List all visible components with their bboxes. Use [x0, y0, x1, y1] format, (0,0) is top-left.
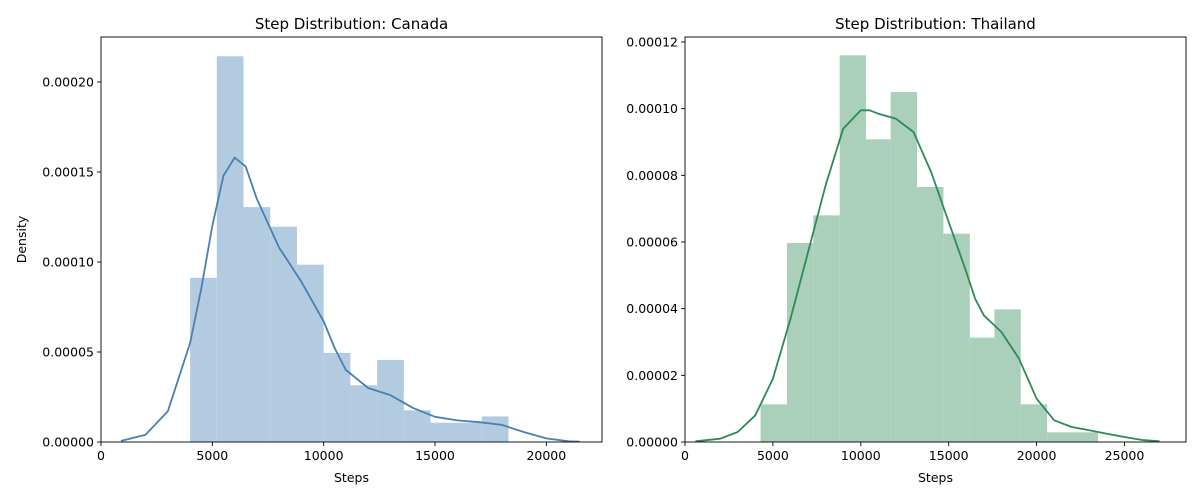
y-tick-label: 0.00015: [42, 165, 94, 180]
histogram-bar: [813, 215, 840, 442]
kde-line: [695, 109, 1160, 443]
x-tick-label: 0: [681, 448, 689, 463]
y-tick-label: 0.00020: [42, 75, 94, 90]
histogram-bar: [839, 55, 867, 442]
y-tick-label: 0.00002: [626, 368, 678, 383]
histogram-bar: [866, 139, 891, 443]
x-tick-label: 15000: [415, 448, 455, 463]
histogram-bar: [323, 352, 351, 442]
y-tick-label: 0.00000: [42, 435, 94, 450]
histogram-bar: [786, 243, 814, 442]
histogram-bar: [190, 277, 217, 442]
y-tick-label: 0.00008: [626, 168, 678, 183]
x-tick-label: 5000: [757, 448, 789, 463]
x-tick-label: 15000: [929, 448, 969, 463]
histogram-bar: [216, 56, 244, 442]
y-tick-label: 0.00006: [626, 235, 678, 250]
histogram-bar: [760, 404, 787, 442]
chart-panel-1: 0 5000 10000 15000 20000 0.00000 0.00005 0.0001…: [14, 15, 603, 485]
plot-frame: [684, 36, 1187, 443]
histogram-bar: [481, 416, 509, 442]
x-tick-label: 5000: [196, 448, 228, 463]
histogram-bar: [969, 337, 995, 442]
histogram-bar: [1020, 404, 1048, 442]
x-tick-label: 20000: [1017, 448, 1057, 463]
chart-title: Step Distribution: Thailand: [835, 15, 1036, 33]
histogram-bar: [1047, 432, 1099, 442]
histogram-bar: [430, 422, 482, 442]
histogram-bar: [917, 187, 944, 442]
histogram-bar: [890, 92, 918, 442]
x-tick-label: 10000: [841, 448, 881, 463]
y-tick-label: 0.00000: [626, 435, 678, 450]
chart-panel-2: 0 5000 10000 15000 20000 25000 0.00000 0.00002 0…: [626, 15, 1187, 485]
histogram-bar: [350, 385, 378, 442]
histogram-bar: [994, 309, 1021, 442]
y-tick-label: 0.00005: [42, 345, 94, 360]
x-tick-label: 10000: [304, 448, 344, 463]
histogram-bar: [270, 226, 297, 442]
chart-title: Step Distribution: Canada: [255, 15, 448, 33]
x-axis-label: Steps: [918, 470, 953, 485]
x-axis-label: Steps: [334, 470, 369, 485]
plot-frame: [100, 36, 603, 443]
y-axis-label: Density: [14, 215, 29, 263]
y-tick-label: 0.00010: [42, 255, 94, 270]
histogram-bar: [243, 207, 271, 442]
y-tick-label: 0.00010: [626, 101, 678, 116]
x-tick-label: 25000: [1105, 448, 1145, 463]
kde-line: [120, 156, 580, 443]
histogram-bar: [296, 264, 324, 442]
x-tick-label: 0: [97, 448, 105, 463]
y-tick-label: 0.00004: [626, 301, 678, 316]
y-tick-label: 0.00012: [626, 35, 678, 50]
x-tick-label: 20000: [526, 448, 566, 463]
histogram-bar: [403, 410, 431, 442]
histogram-bar: [943, 233, 970, 442]
